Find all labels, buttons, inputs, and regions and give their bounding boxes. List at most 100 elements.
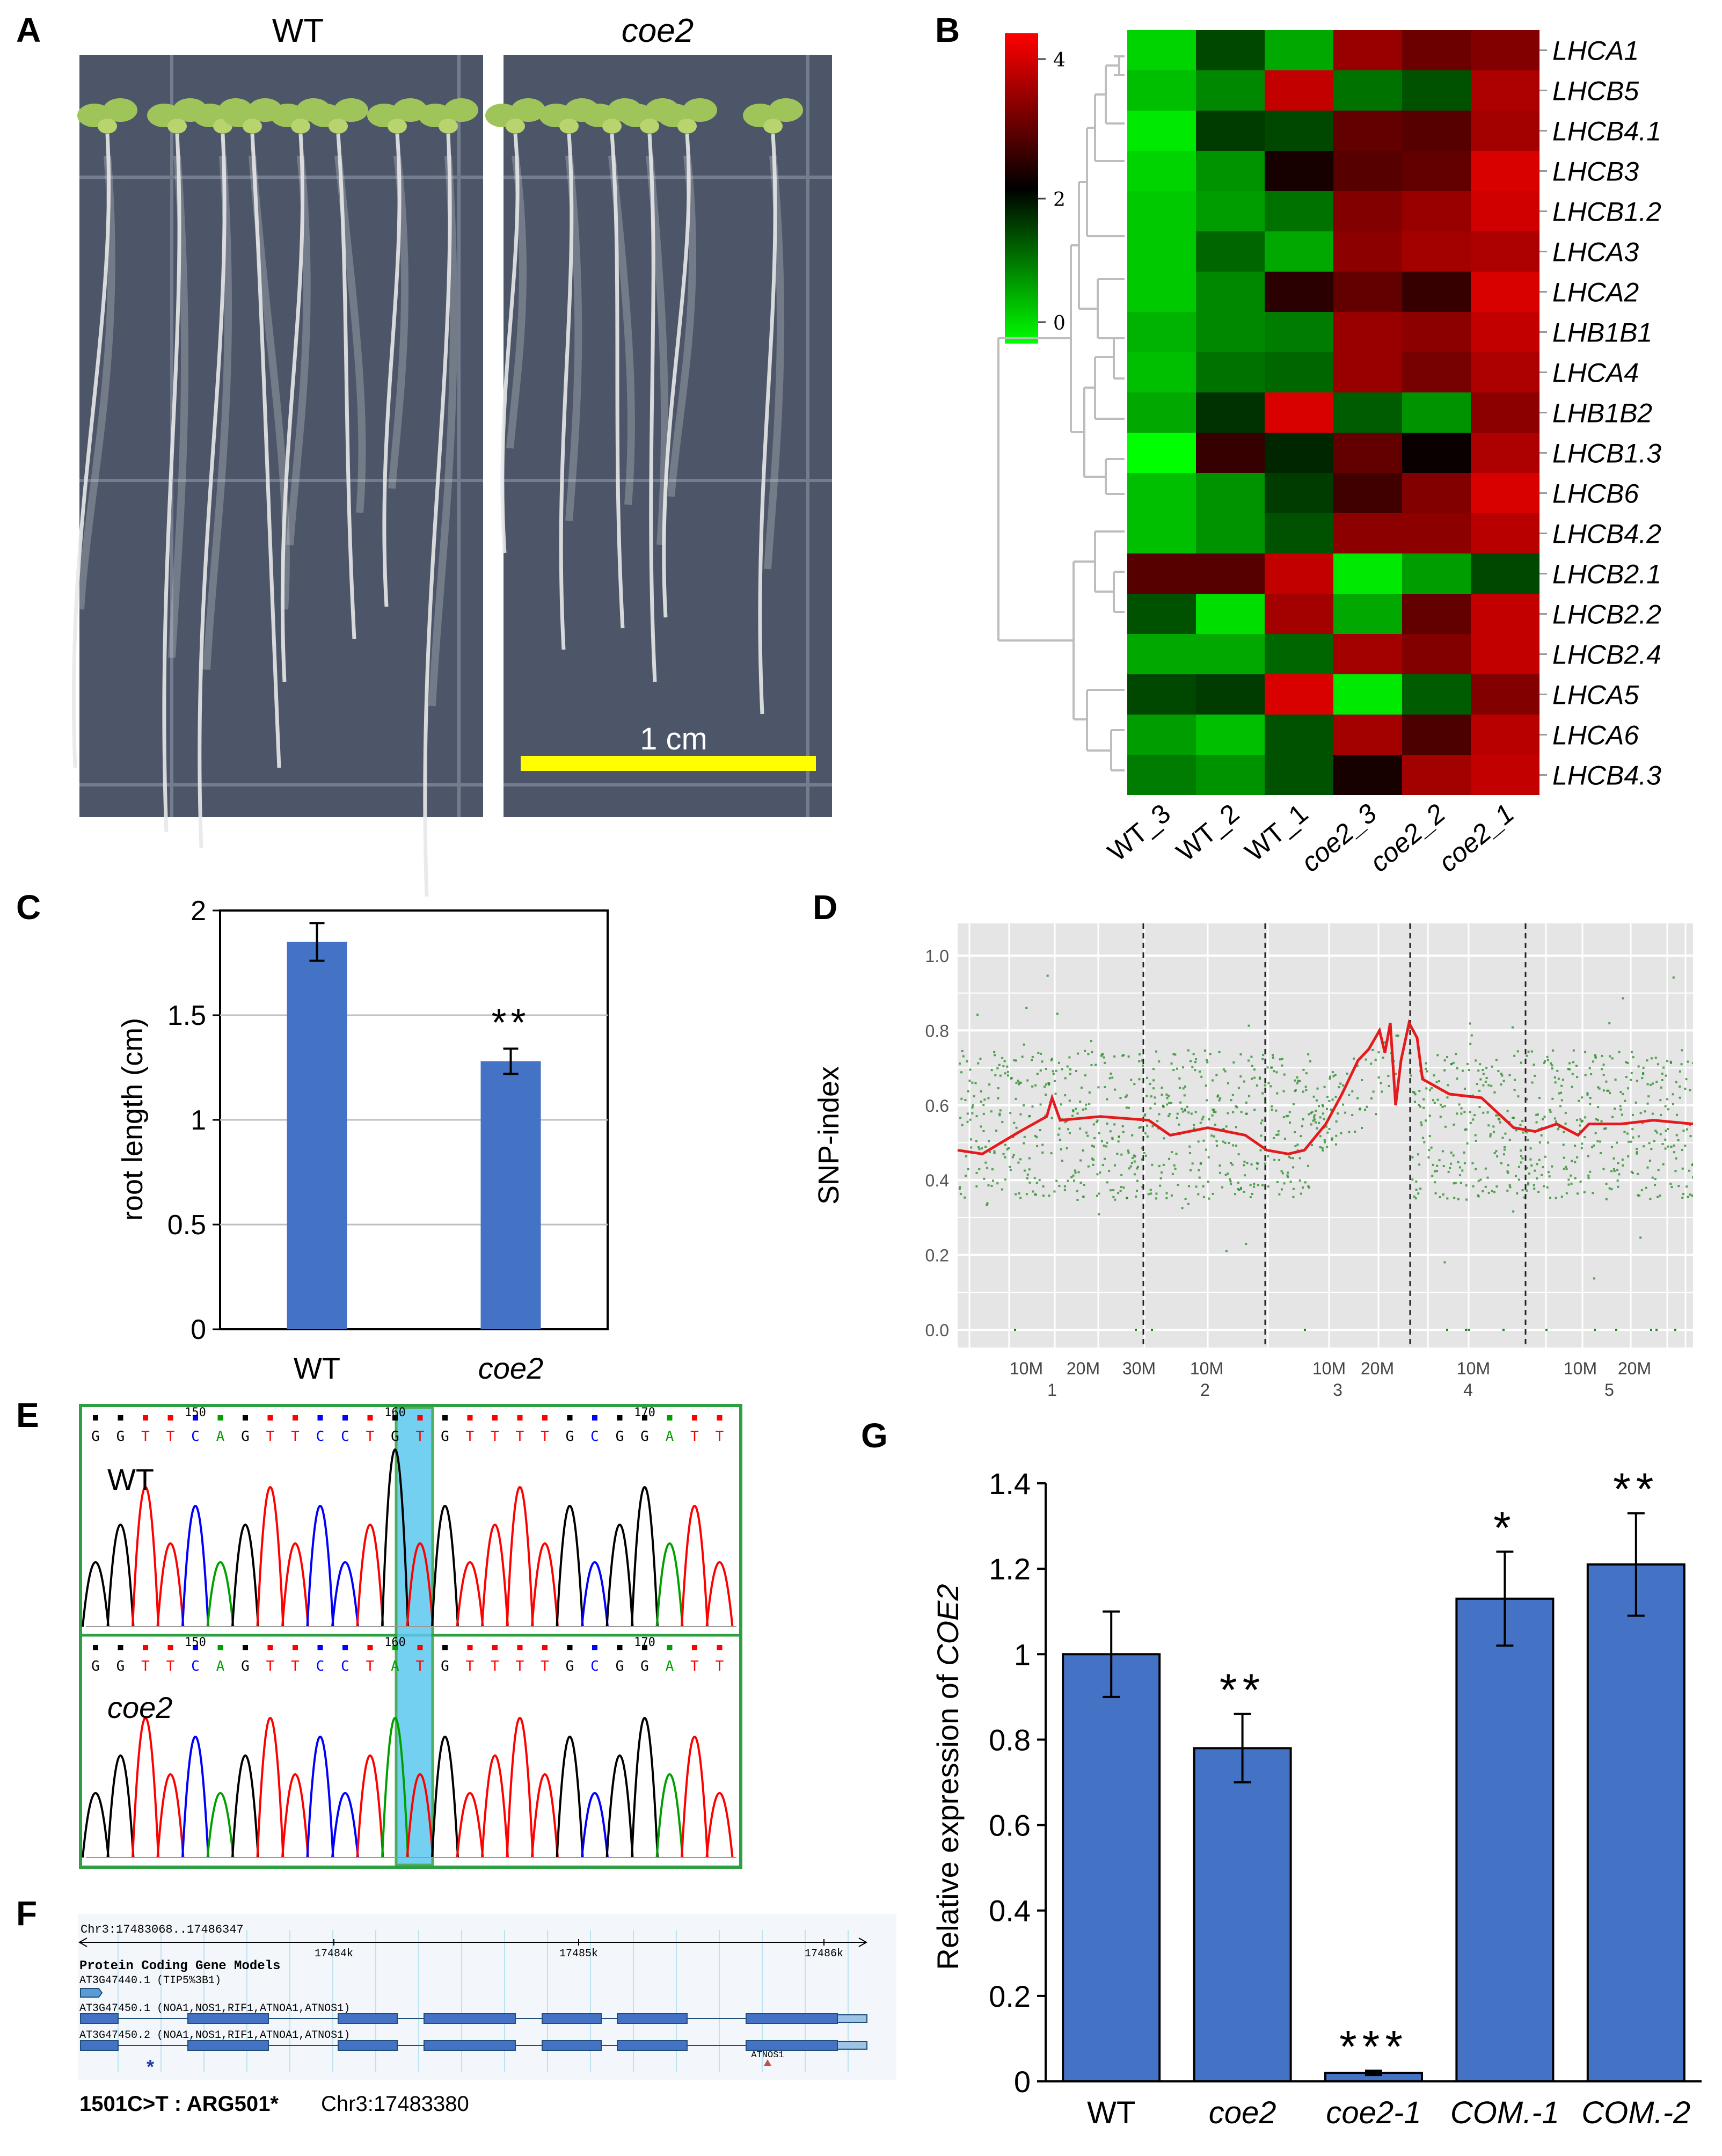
snp-point xyxy=(1149,1107,1152,1110)
snp-point xyxy=(1225,1250,1228,1252)
heatmap-cell xyxy=(1127,755,1196,795)
snp-point xyxy=(1224,1141,1227,1144)
snp-points xyxy=(958,974,1693,1331)
error-bar xyxy=(1627,1512,1645,1617)
snp-point xyxy=(969,1138,972,1141)
snp-point xyxy=(1486,1111,1489,1114)
snp-point xyxy=(1578,1099,1580,1102)
snp-point xyxy=(1120,1153,1123,1156)
snp-point xyxy=(1543,1061,1545,1064)
snp-point xyxy=(1073,1179,1076,1182)
snp-ytick-label: 0.0 xyxy=(925,1321,949,1340)
snp-point xyxy=(1580,1147,1583,1149)
snp-point xyxy=(1496,1155,1499,1158)
snp-point xyxy=(1555,1120,1557,1123)
snp-point xyxy=(1147,1193,1150,1196)
snp-point xyxy=(1057,1061,1060,1064)
snp-point xyxy=(1184,1085,1187,1088)
snp-point xyxy=(1168,1157,1171,1160)
snp-point xyxy=(1149,1082,1151,1085)
snp-point xyxy=(1517,1166,1520,1168)
snp-point xyxy=(1207,1156,1210,1159)
snp-point xyxy=(1129,1165,1132,1168)
snp-point xyxy=(1648,1142,1651,1145)
snp-point xyxy=(1508,1184,1511,1186)
snp-point xyxy=(1669,1060,1672,1063)
snp-point xyxy=(1549,1197,1552,1199)
snp-point xyxy=(1460,1107,1463,1110)
snp-point xyxy=(1076,1112,1079,1115)
base-marker xyxy=(417,1645,423,1650)
snp-point xyxy=(1230,1099,1232,1102)
snp-point xyxy=(1506,1110,1509,1112)
chart-c-ylabel: root length (cm) xyxy=(116,1018,149,1221)
snp-point xyxy=(1644,1110,1646,1113)
snp-point xyxy=(1482,1073,1485,1075)
snp-point xyxy=(972,1104,974,1107)
base-call: C xyxy=(191,1658,200,1674)
base-call: T xyxy=(416,1658,425,1674)
snp-point xyxy=(1300,1135,1302,1138)
snp-point xyxy=(1247,1059,1250,1062)
snp-point xyxy=(1502,1080,1505,1082)
utr xyxy=(837,2014,867,2023)
snp-point xyxy=(1237,1087,1240,1089)
snp-point xyxy=(1098,1213,1100,1215)
snp-point xyxy=(1655,1131,1658,1134)
snp-point xyxy=(1256,1167,1259,1170)
trace-peak xyxy=(331,1561,359,1627)
snp-point xyxy=(1606,1089,1609,1092)
snp-point xyxy=(1082,1149,1084,1152)
trace-peak xyxy=(556,1505,584,1627)
snp-point xyxy=(1331,1137,1333,1140)
snp-point xyxy=(1214,1111,1217,1113)
snp-point xyxy=(1237,1153,1240,1156)
snp-point xyxy=(1076,1190,1078,1192)
snp-point xyxy=(1034,1084,1037,1087)
snp-point xyxy=(1002,1153,1005,1155)
snp-point xyxy=(994,1074,997,1076)
snp-point xyxy=(1612,1157,1615,1160)
snp-point xyxy=(976,1014,979,1016)
snp-point xyxy=(1692,1062,1693,1065)
snp-point xyxy=(1436,1164,1439,1167)
heatmap-cell xyxy=(1196,151,1265,191)
snp-point xyxy=(1654,1184,1657,1186)
ytick-label: 0.2 xyxy=(989,1979,1031,2013)
snp-point xyxy=(1227,1112,1229,1115)
snp-point xyxy=(1161,1094,1163,1096)
snp-point xyxy=(1072,1174,1075,1177)
heatmap-row-labels: LHCA1LHCB5LHCB4.1LHCB3LHCB1.2LHCA3LHCA2L… xyxy=(1539,36,1661,791)
snp-point xyxy=(1538,1096,1541,1099)
trace-peak xyxy=(281,1773,309,1858)
snp-point xyxy=(1625,1061,1628,1064)
snp-point xyxy=(1133,1173,1136,1176)
heatmap-row-label: LHB1B2 xyxy=(1552,398,1652,428)
snp-point xyxy=(1138,1078,1141,1081)
snp-point xyxy=(1677,1139,1680,1142)
snp-point xyxy=(1571,1073,1574,1075)
snp-point xyxy=(1216,1145,1218,1147)
snp-point xyxy=(1168,1115,1170,1118)
root xyxy=(336,134,356,639)
heatmap-cell xyxy=(1265,594,1333,634)
snp-point xyxy=(1144,1154,1147,1157)
snp-point xyxy=(1529,1158,1532,1161)
snp-point xyxy=(959,1186,961,1189)
snp-point xyxy=(1640,1189,1643,1192)
snp-point xyxy=(1006,1148,1009,1150)
heatmap-row-label: LHB1B1 xyxy=(1552,318,1652,348)
snp-point xyxy=(1229,1162,1232,1164)
snp-point xyxy=(1596,1119,1599,1121)
snp-point xyxy=(1280,1170,1283,1172)
snp-point xyxy=(1064,1077,1067,1080)
snp-point-zero xyxy=(1545,1329,1548,1331)
snp-point xyxy=(1067,1179,1069,1182)
snp-point-zero xyxy=(1304,1329,1306,1331)
snp-point xyxy=(1312,1116,1315,1119)
snp-point xyxy=(1607,1089,1610,1092)
snp-point xyxy=(1146,1135,1149,1138)
snp-point xyxy=(1417,1153,1419,1156)
snp-point xyxy=(1250,1163,1253,1166)
snp-point xyxy=(1329,1075,1331,1078)
